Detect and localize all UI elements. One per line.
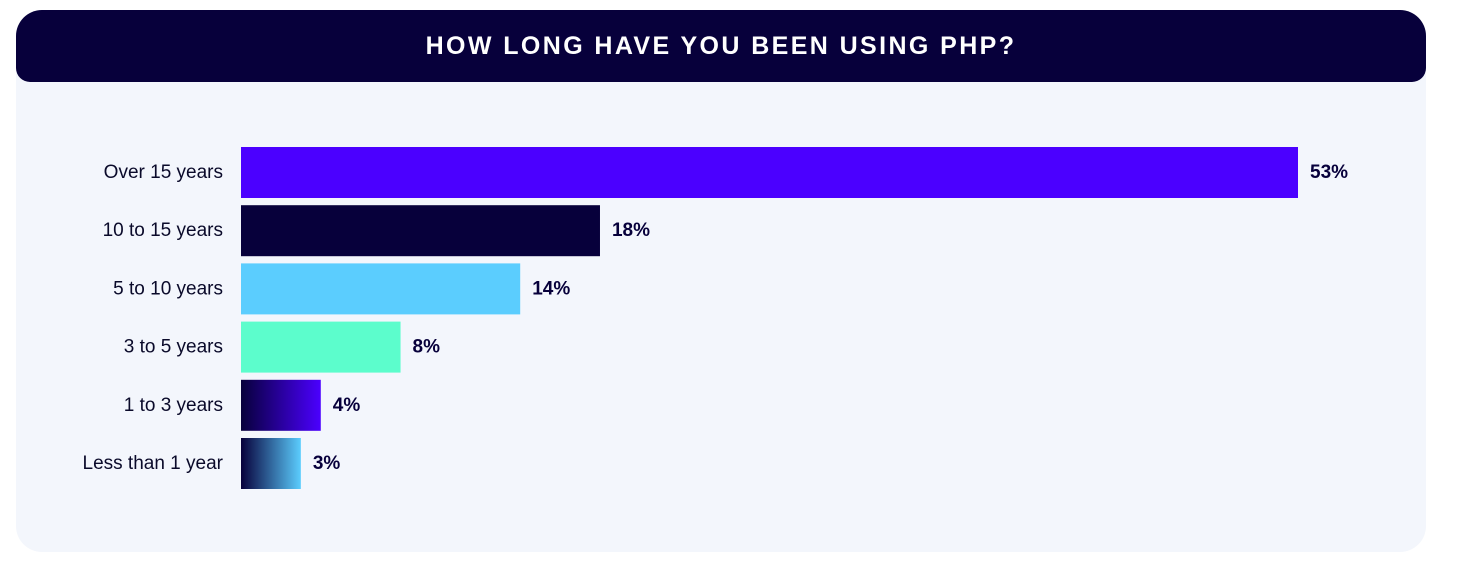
bar-3 xyxy=(241,321,401,373)
bar-5 xyxy=(241,438,301,489)
value-label: 3% xyxy=(313,453,341,474)
chart-title: HOW LONG HAVE YOU BEEN USING PHP? xyxy=(425,31,1017,60)
bars-group xyxy=(241,147,1298,489)
category-label: 1 to 3 years xyxy=(124,395,223,416)
category-label: Over 15 years xyxy=(104,162,223,183)
bar-1 xyxy=(241,205,600,257)
category-label: Less than 1 year xyxy=(83,453,224,474)
value-label: 14% xyxy=(532,278,570,299)
value-label: 8% xyxy=(413,337,441,358)
bar-0 xyxy=(241,147,1298,198)
chart-header: HOW LONG HAVE YOU BEEN USING PHP? xyxy=(16,10,1426,82)
labels-group: Over 15 years 53% 10 to 15 years 18% 5 to 10… xyxy=(83,162,1349,474)
category-label: 3 to 5 years xyxy=(124,337,223,358)
value-label: 53% xyxy=(1310,162,1348,183)
chart-card: HOW LONG HAVE YOU BEEN USING PHP? Over 1… xyxy=(16,10,1426,552)
bar-chart: Over 15 years 53% 10 to 15 years 18% 5 to 10… xyxy=(83,147,1349,489)
category-label: 5 to 10 years xyxy=(113,278,223,299)
value-label: 18% xyxy=(612,220,650,241)
bar-4 xyxy=(241,379,321,431)
bar-2 xyxy=(241,263,521,315)
category-label: 10 to 15 years xyxy=(103,220,223,241)
value-label: 4% xyxy=(333,395,361,416)
